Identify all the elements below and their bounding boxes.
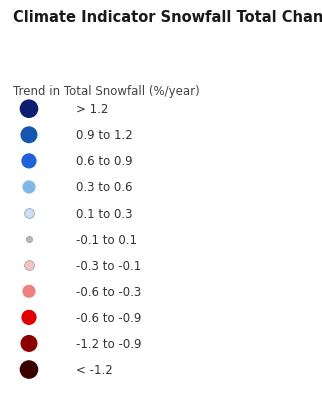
Text: < -1.2: < -1.2: [76, 363, 112, 376]
Text: 0.9 to 1.2: 0.9 to 1.2: [76, 129, 132, 142]
Text: 0.6 to 0.9: 0.6 to 0.9: [76, 155, 132, 168]
Text: 0.3 to 0.6: 0.3 to 0.6: [76, 181, 132, 194]
Text: Trend in Total Snowfall (%/year): Trend in Total Snowfall (%/year): [13, 85, 200, 97]
Text: -1.2 to -0.9: -1.2 to -0.9: [76, 337, 141, 350]
Text: -0.3 to -0.1: -0.3 to -0.1: [76, 259, 141, 272]
Text: -0.6 to -0.3: -0.6 to -0.3: [76, 285, 141, 298]
Text: -0.1 to 0.1: -0.1 to 0.1: [76, 233, 137, 246]
Text: 0.1 to 0.3: 0.1 to 0.3: [76, 207, 132, 220]
Text: Climate Indicator Snowfall Total Change, 1930–2007 (EPA 2009): Climate Indicator Snowfall Total Change,…: [13, 10, 322, 25]
Text: -0.6 to -0.9: -0.6 to -0.9: [76, 311, 141, 324]
Text: > 1.2: > 1.2: [76, 103, 108, 116]
